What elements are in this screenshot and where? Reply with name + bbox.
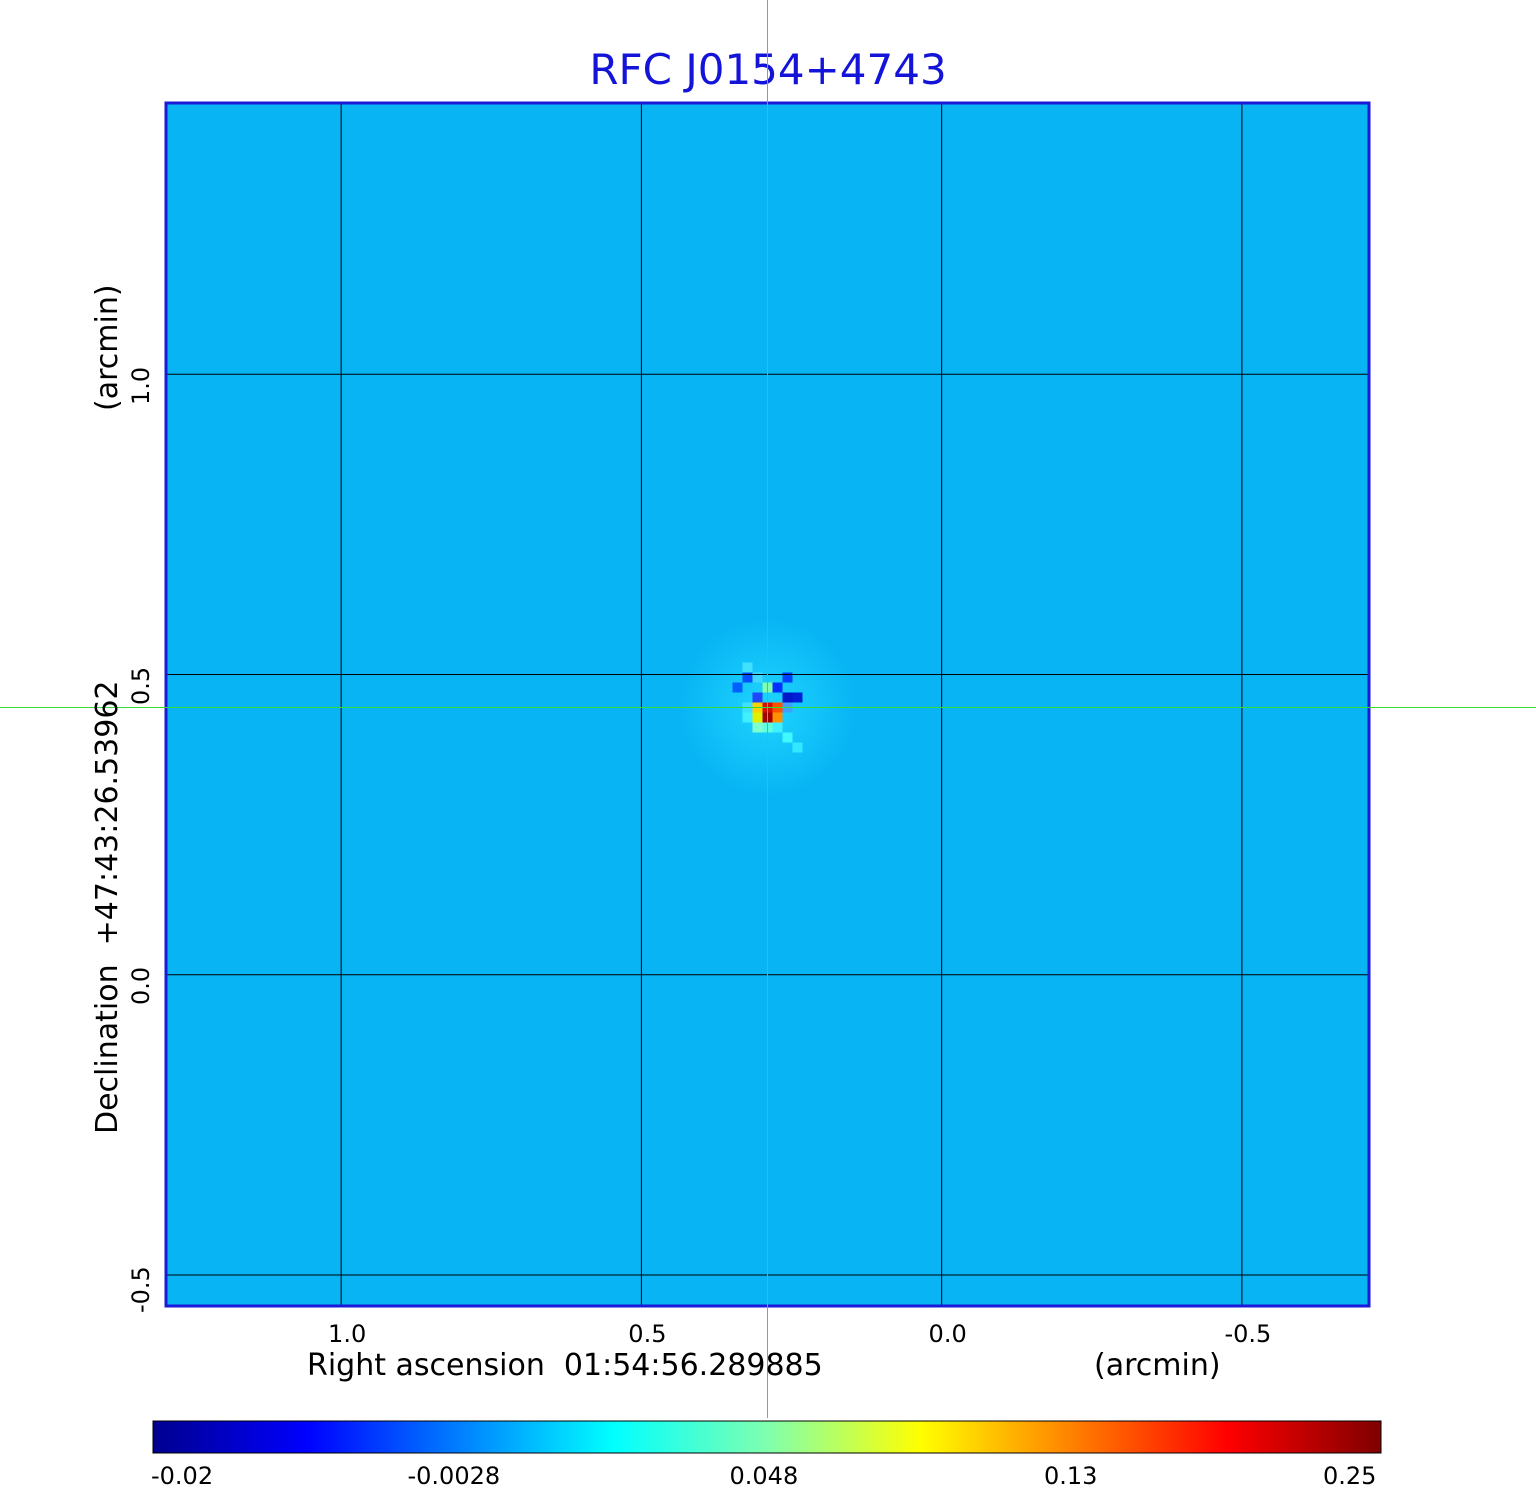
x-tick-label: 0.0 xyxy=(928,1320,967,1348)
x-tick-label: 1.0 xyxy=(328,1320,367,1348)
x-axis-label: Right ascension 01:54:56.289885 xyxy=(307,1348,823,1383)
source-pixel xyxy=(782,732,793,743)
y-tick-label: -0.5 xyxy=(127,1266,155,1313)
source-pixel xyxy=(752,672,763,683)
source-pixel xyxy=(792,742,803,753)
source-pixel xyxy=(742,662,753,673)
source-pixel xyxy=(752,712,763,723)
colorbar-tick-label: 0.048 xyxy=(729,1462,799,1490)
y-axis-label: Declination +47:43:26.53962 xyxy=(90,680,125,1134)
source-pixel xyxy=(782,672,793,683)
source-pixel xyxy=(732,682,743,693)
x-tick-label: -0.5 xyxy=(1224,1320,1272,1348)
source-pixel xyxy=(792,692,803,703)
y-tick-label: 1.0 xyxy=(127,366,155,405)
source-pixel xyxy=(782,692,793,703)
colorbar-tick-label: -0.0028 xyxy=(407,1462,501,1490)
source-pixel xyxy=(742,672,753,683)
source-pixel xyxy=(752,692,763,703)
colorbar-tick-label: 0.25 xyxy=(1323,1462,1377,1490)
colorbar xyxy=(152,1420,1382,1454)
x-axis-unit: (arcmin) xyxy=(1094,1348,1221,1383)
source-pixel xyxy=(772,682,783,693)
y-tick-label: 0.5 xyxy=(127,666,155,705)
colorbar-tick-label: -0.02 xyxy=(151,1462,214,1490)
source-pixel xyxy=(772,722,783,733)
y-axis-unit: (arcmin) xyxy=(90,284,125,411)
source-pixel xyxy=(772,712,783,723)
x-tick-label: 0.5 xyxy=(628,1320,667,1348)
source-pixel xyxy=(752,722,763,733)
y-tick-label: 0.0 xyxy=(127,967,155,1006)
colorbar-tick-label: 0.13 xyxy=(1044,1462,1098,1490)
source-pixel xyxy=(742,712,753,723)
